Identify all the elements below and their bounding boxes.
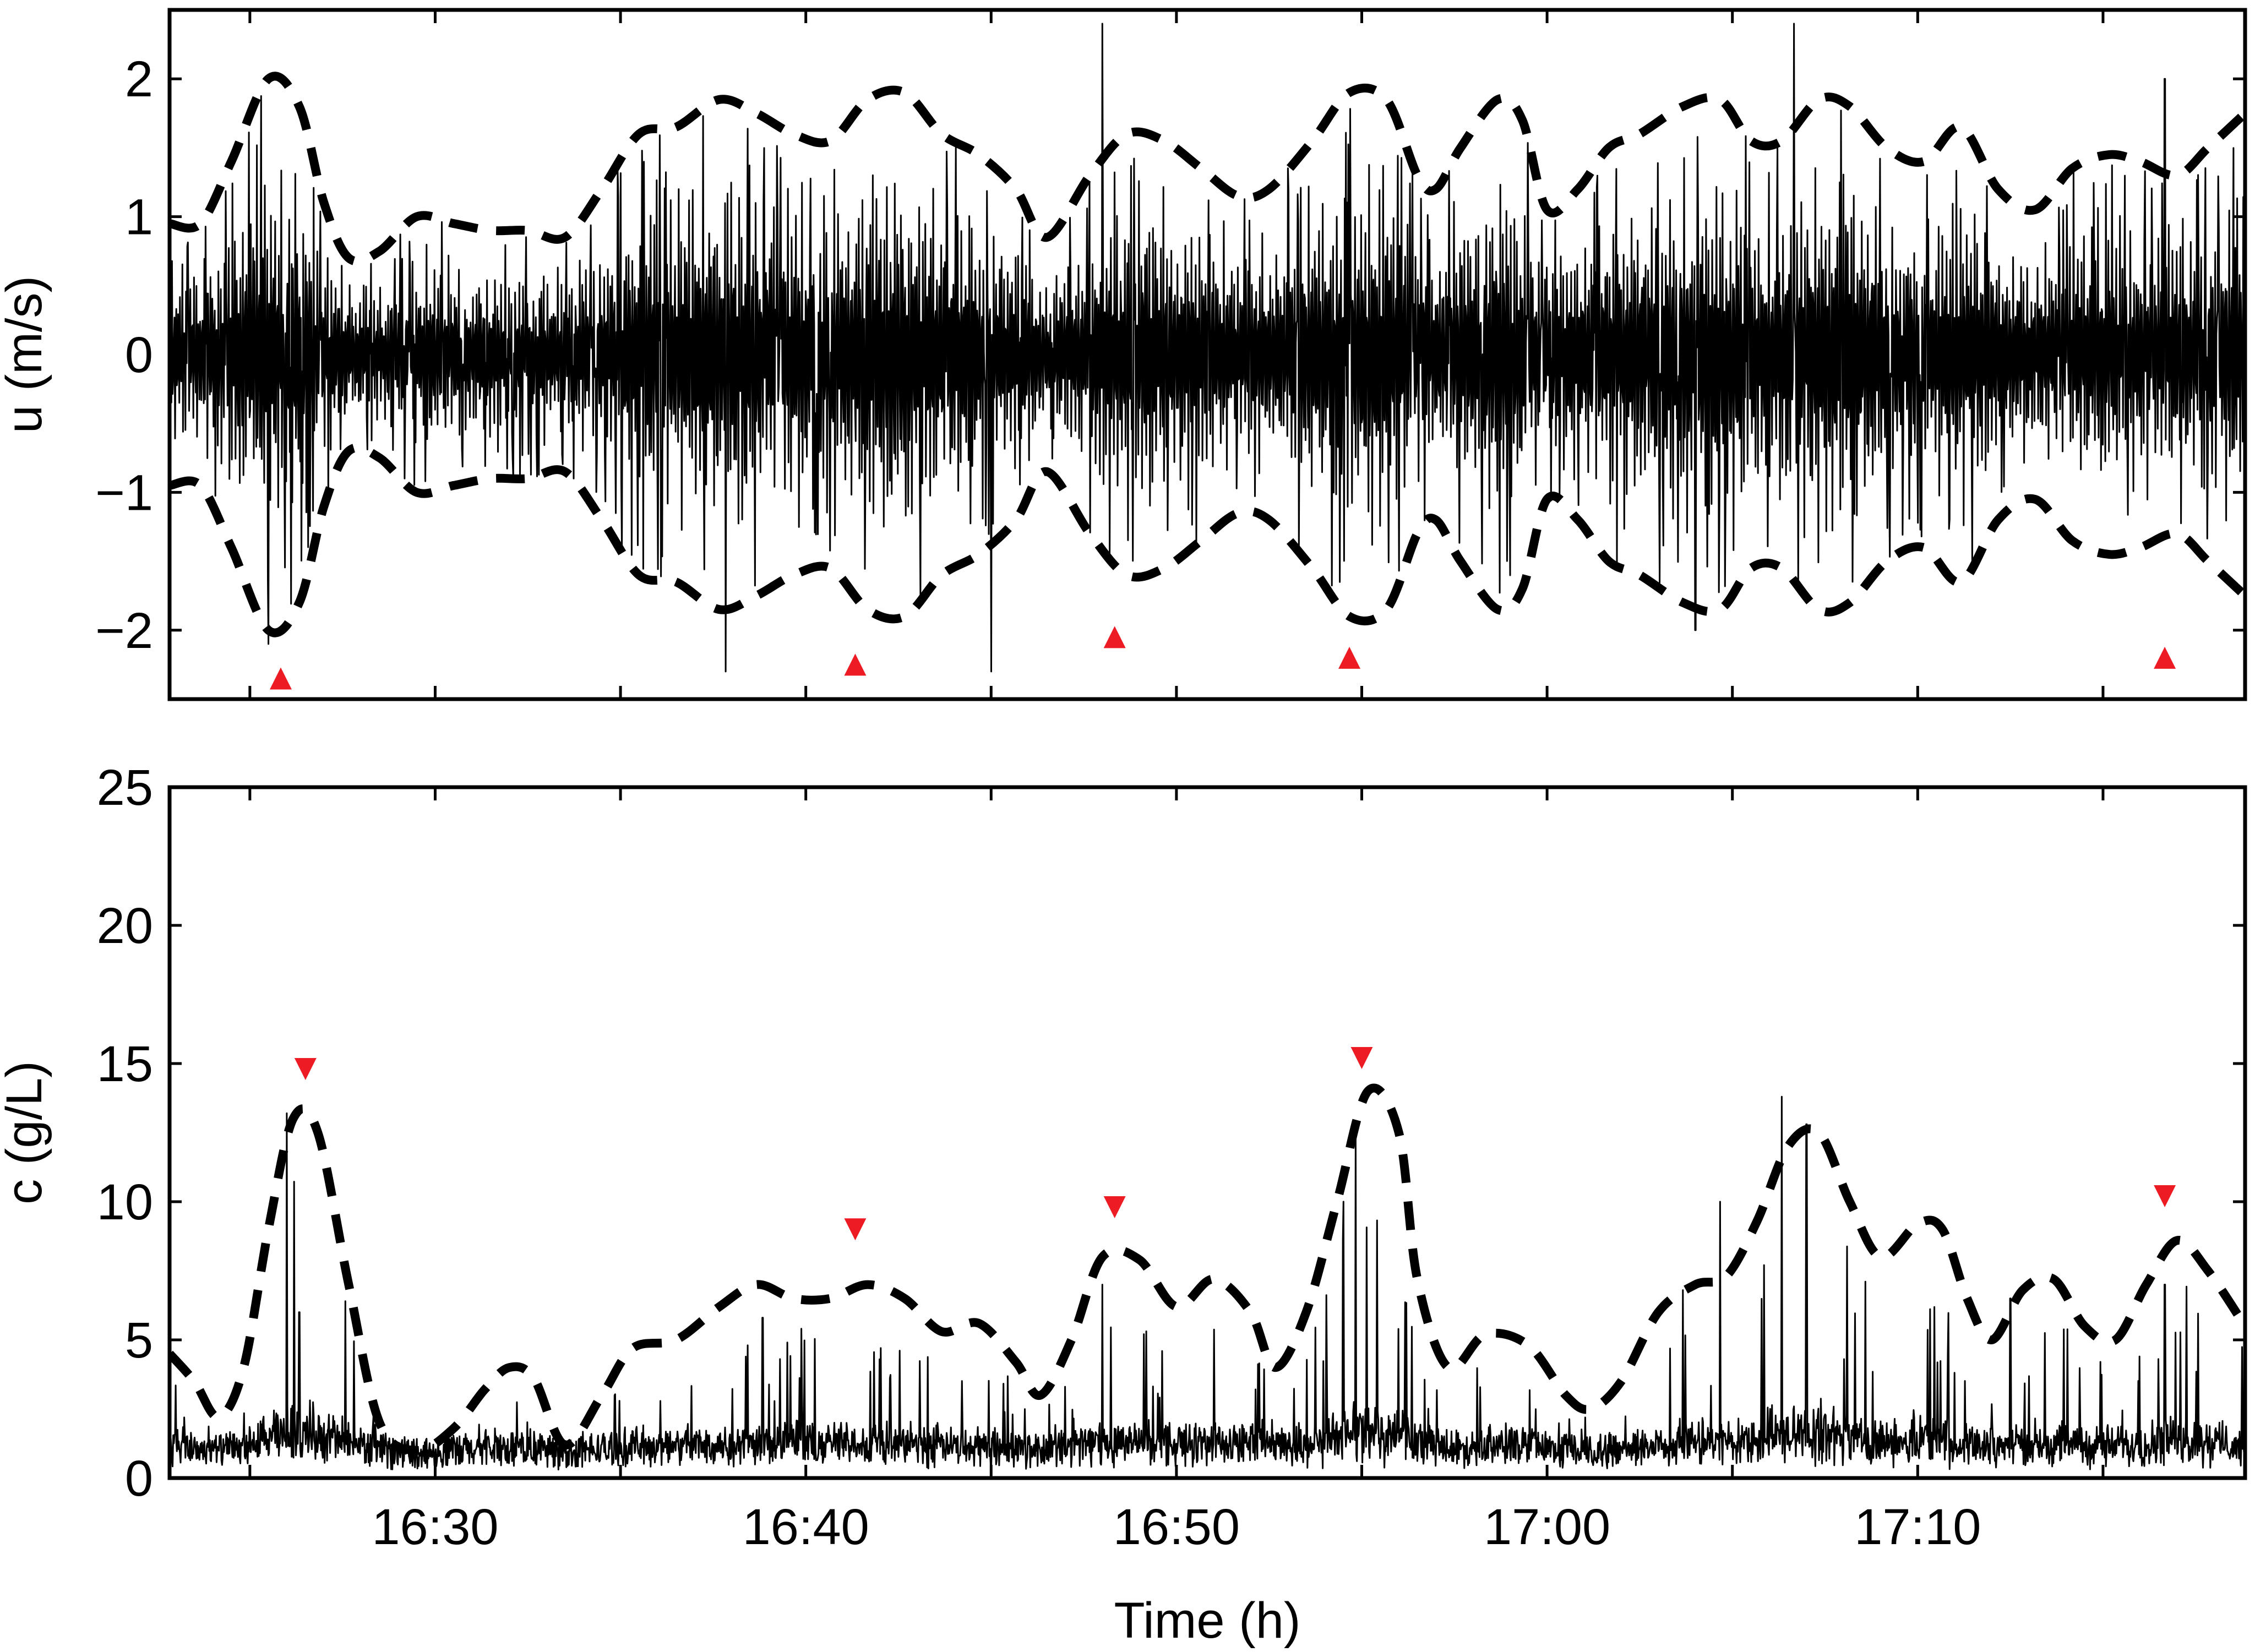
y-axis-title-concentration: c (g/L): [0, 1061, 52, 1204]
panel-velocity: 2 1 0 −1 −2: [95, 8, 2247, 701]
y-tick-label: 5: [125, 1312, 153, 1369]
axes-frame: [167, 785, 2247, 1480]
y-tick-label: 1: [125, 189, 153, 246]
y-tick-label: −1: [95, 465, 153, 521]
panel-concentration: 25 20 15 10 5 0 16:30 16:40 16:50 17:00 17:10: [97, 760, 2247, 1555]
y-tick-label: 0: [125, 1451, 153, 1507]
y-tick-label: −2: [95, 603, 153, 659]
envelope-upper-line: [170, 1083, 2245, 1455]
x-tick-label: 16:50: [1113, 1499, 1240, 1555]
event-marker: [294, 1058, 317, 1081]
y-tick-label: 25: [97, 760, 153, 816]
x-tick-label: 17:00: [1484, 1499, 1610, 1555]
envelope-upper-line: [170, 72, 2245, 266]
velocity-signal-line: [170, 23, 2245, 673]
event-marker: [1103, 1196, 1126, 1219]
y-tick-label: 2: [125, 51, 153, 107]
y-axis-title-velocity: u (m/s): [0, 276, 52, 433]
x-tick-label: 16:40: [743, 1499, 869, 1555]
y-tick-label: 20: [97, 898, 153, 954]
event-marker: [2154, 646, 2176, 669]
x-tick-label: 17:10: [1854, 1499, 1981, 1555]
y-tick-label: 15: [97, 1036, 153, 1092]
event-marker: [2154, 1185, 2176, 1207]
y-tick-label: 10: [97, 1174, 153, 1230]
event-marker: [1103, 626, 1126, 648]
y-tick-label: 0: [125, 327, 153, 383]
x-axis-title: Time (h): [1114, 1593, 1300, 1649]
event-marker: [844, 1218, 867, 1241]
x-tick-label: 16:30: [372, 1499, 498, 1555]
envelope-lower-line: [170, 443, 2245, 637]
event-marker: [269, 667, 292, 690]
event-marker: [844, 653, 867, 676]
concentration-signal-line: [170, 1095, 2245, 1471]
event-marker: [1338, 646, 1361, 669]
event-marker: [1350, 1046, 1373, 1069]
